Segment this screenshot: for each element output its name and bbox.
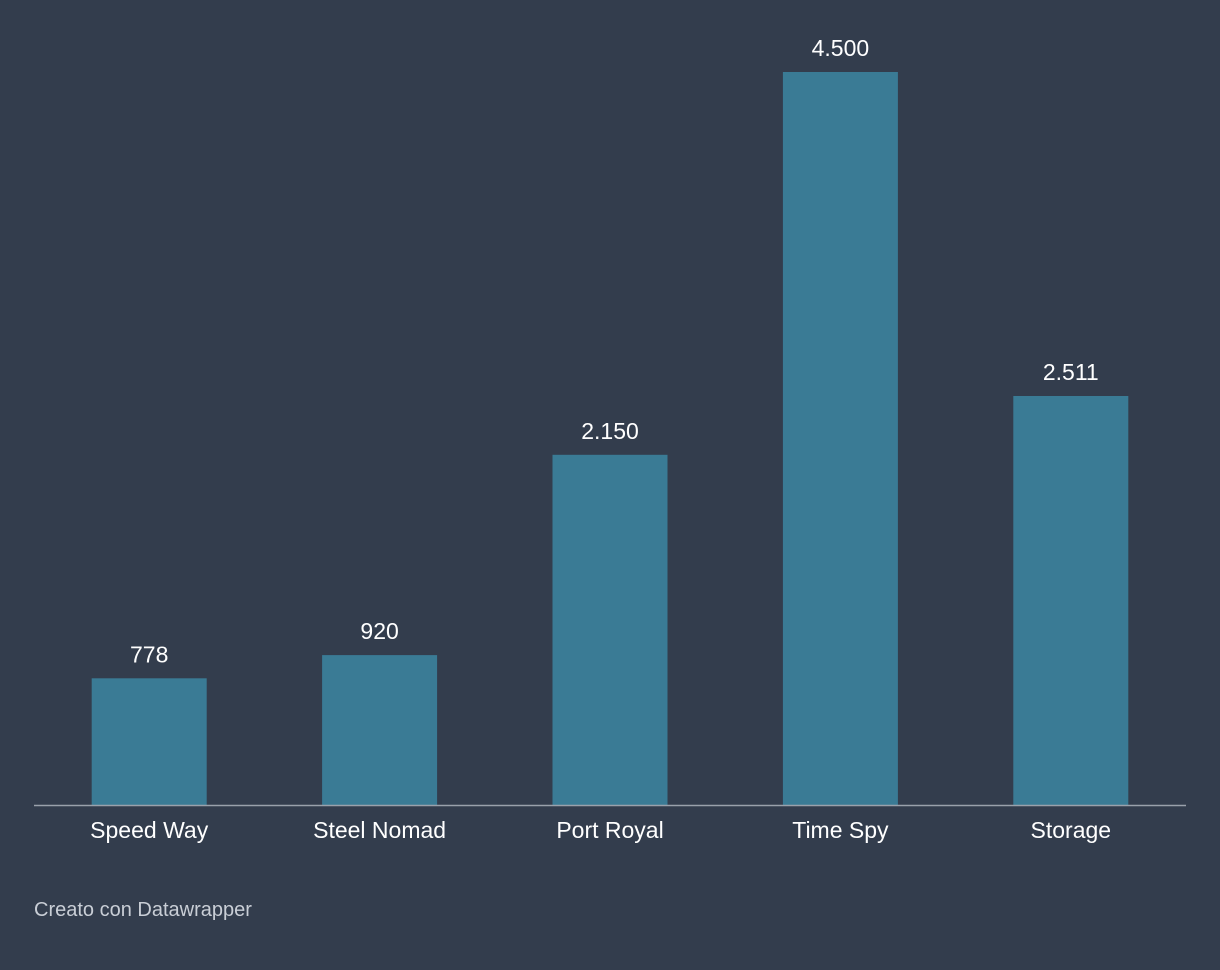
bars-group <box>91 72 1129 805</box>
x-tick-label: Time Spy <box>792 817 889 843</box>
x-tick-label: Steel Nomad <box>313 817 446 843</box>
bar-time-spy <box>782 72 898 805</box>
value-label: 4.500 <box>812 35 870 61</box>
value-labels-group: 778 920 2.150 4.500 2.511 <box>130 35 1099 667</box>
value-label: 920 <box>360 618 398 644</box>
bar-steel-nomad <box>322 655 438 805</box>
x-tick-label: Speed Way <box>90 817 209 843</box>
value-label: 2.511 <box>1043 359 1099 385</box>
x-tick-label: Port Royal <box>556 817 663 843</box>
x-tick-label: Storage <box>1031 817 1112 843</box>
value-label: 2.150 <box>581 418 639 444</box>
value-label: 778 <box>130 641 168 667</box>
credit-text: Creato con Datawrapper <box>34 899 252 921</box>
bar-speed-way <box>91 678 207 805</box>
x-tick-labels-group: Speed Way Steel Nomad Port Royal Time Spy St… <box>90 817 1111 843</box>
bar-port-royal <box>552 454 668 805</box>
bar-storage <box>1013 396 1129 805</box>
